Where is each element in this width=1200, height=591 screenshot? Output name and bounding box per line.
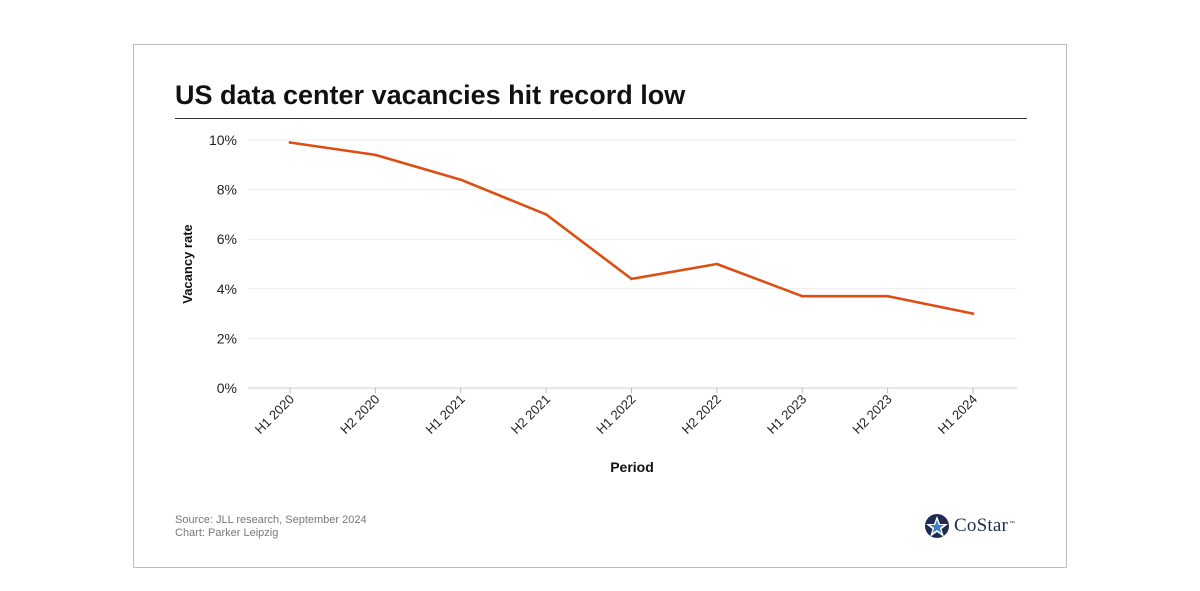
chart-frame	[133, 44, 1067, 568]
data-point	[971, 312, 975, 315]
y-tick-label: 10%	[209, 132, 237, 148]
data-point	[630, 277, 633, 281]
logo-wordmark: CoStar	[954, 515, 1008, 536]
x-tick-label: H2 2022	[679, 392, 724, 437]
y-tick-label: 8%	[217, 182, 237, 198]
x-tick-label: H1 2021	[423, 392, 468, 437]
y-tick-label: 2%	[217, 330, 237, 346]
gridlines	[248, 139, 1017, 389]
x-tick-label: H1 2023	[764, 392, 809, 437]
x-tick-label: H1 2022	[593, 392, 638, 437]
data-point	[544, 213, 548, 216]
chart-footer: Source: JLL research, September 2024 Cha…	[175, 514, 367, 540]
data-point	[288, 141, 292, 144]
x-tick-label: H1 2024	[935, 392, 980, 437]
data-point	[715, 262, 719, 266]
source-note: Source: JLL research, September 2024	[175, 514, 367, 526]
y-tick-label: 6%	[217, 231, 237, 247]
chart-title: US data center vacancies hit record low	[175, 80, 686, 110]
chart-credit: Chart: Parker Leipzig	[175, 527, 279, 539]
x-tick-label: H2 2020	[337, 392, 382, 437]
data-point	[886, 294, 889, 298]
y-tick-label: 0%	[217, 380, 237, 396]
x-tick-label: H1 2020	[252, 392, 297, 437]
data-point	[459, 178, 463, 181]
data-point	[800, 294, 804, 298]
costar-logo-icon	[925, 514, 949, 538]
logo-trademark: ™	[1008, 521, 1015, 527]
x-tick-label: H2 2021	[508, 392, 553, 437]
data-point	[374, 153, 377, 157]
data-points	[288, 141, 975, 315]
x-axis-label: Period	[610, 459, 654, 475]
y-axis-ticks: 0% 2% 4% 6% 8% 10%	[209, 132, 237, 396]
y-axis-label: Vacancy rate	[180, 224, 195, 304]
x-tick-label: H2 2023	[849, 392, 894, 437]
series-line-vacancy-rate	[288, 141, 975, 315]
x-axis-ticks: H1 2020 H2 2020 H1 2021 H2 2021 H1 2022 H2 20…	[252, 388, 980, 437]
title-divider	[175, 118, 1027, 119]
costar-logo: CoStar ™	[924, 512, 1015, 540]
y-tick-label: 4%	[217, 281, 237, 297]
